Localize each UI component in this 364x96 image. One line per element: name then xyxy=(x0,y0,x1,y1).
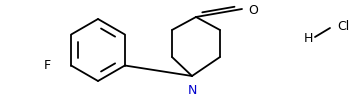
Text: Cl: Cl xyxy=(337,21,349,34)
Text: N: N xyxy=(187,84,197,96)
Text: O: O xyxy=(248,3,258,17)
Text: H: H xyxy=(303,31,313,45)
Text: F: F xyxy=(44,59,51,72)
